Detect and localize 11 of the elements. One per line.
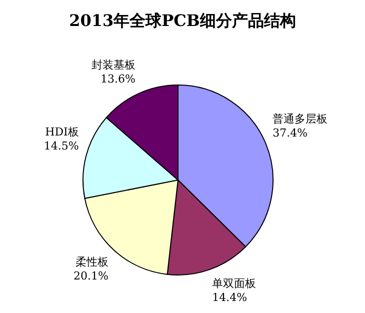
chart-title: 2013年全球PCB细分产品结构 (69, 11, 296, 30)
data-label: 37.4% (272, 126, 308, 140)
slice-label: 封装基板 (91, 58, 136, 72)
data-label: 13.6% (100, 72, 136, 86)
slice-label: 柔性板 (75, 255, 108, 268)
slice-label: HDI板 (45, 126, 79, 139)
slice-label: 单双面板 (212, 276, 256, 290)
slice-label: 普通多层板 (272, 112, 328, 126)
data-label: 14.5% (44, 140, 79, 153)
data-label: 14.4% (212, 290, 248, 304)
data-label: 20.1% (74, 269, 108, 282)
